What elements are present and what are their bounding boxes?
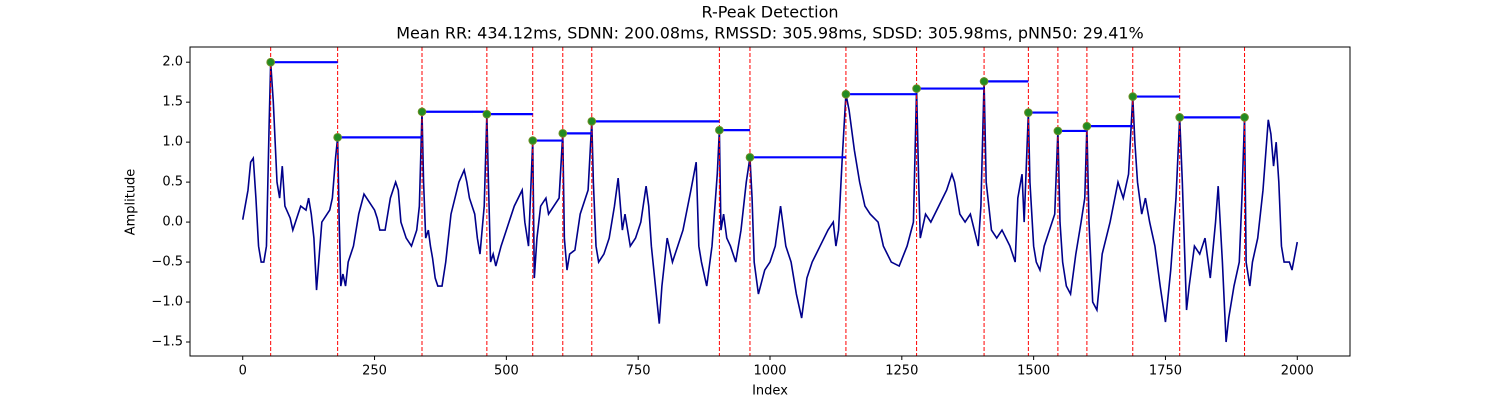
y-tick-label: 1.0 — [162, 135, 183, 150]
x-tick-label: 500 — [494, 364, 519, 379]
y-axis-label: Amplitude — [124, 169, 139, 236]
y-tick-label: −1.5 — [151, 335, 183, 350]
peak-marker — [1082, 121, 1092, 131]
y-tick-label: −0.5 — [151, 255, 183, 270]
peak-marker — [1175, 113, 1184, 122]
peak-marker — [1024, 108, 1033, 117]
x-tick-label: 2000 — [1281, 364, 1314, 379]
y-tick-label: 0.0 — [162, 215, 183, 230]
peak-marker — [482, 109, 492, 119]
x-tick-label: 1500 — [1017, 364, 1050, 379]
x-tick-label: 0 — [239, 364, 247, 379]
peak-marker — [1128, 92, 1138, 101]
y-tick-label: 0.5 — [162, 175, 183, 190]
x-tick-label: 250 — [362, 364, 387, 379]
peak-marker — [333, 133, 342, 142]
peak-marker — [1240, 113, 1249, 122]
peak-marker — [912, 84, 921, 93]
peak-marker — [558, 129, 568, 138]
peak-marker — [841, 89, 851, 99]
peak-marker — [528, 136, 538, 145]
x-tick-label: 1250 — [885, 364, 918, 379]
y-tick-label: 2.0 — [162, 55, 183, 70]
plot-area — [241, 47, 1299, 356]
peak-marker — [979, 77, 989, 86]
peak-marker — [417, 107, 427, 117]
peak-marker — [266, 57, 275, 67]
chart-title: R-Peak Detection — [701, 3, 838, 22]
peak-marker — [1053, 126, 1063, 136]
chart-subtitle: Mean RR: 434.12ms, SDNN: 200.08ms, RMSSD… — [396, 24, 1144, 43]
signal-line — [241, 62, 1299, 343]
x-tick-label: 750 — [626, 364, 651, 379]
y-tick-label: −1.0 — [151, 295, 183, 310]
peak-marker — [745, 153, 755, 162]
x-tick-label: 1000 — [753, 364, 786, 379]
peak-marker — [715, 125, 724, 135]
x-tick-label: 1750 — [1149, 364, 1182, 379]
x-axis-label: Index — [752, 384, 788, 399]
peak-marker — [587, 117, 597, 126]
y-tick-label: 1.5 — [162, 95, 183, 110]
